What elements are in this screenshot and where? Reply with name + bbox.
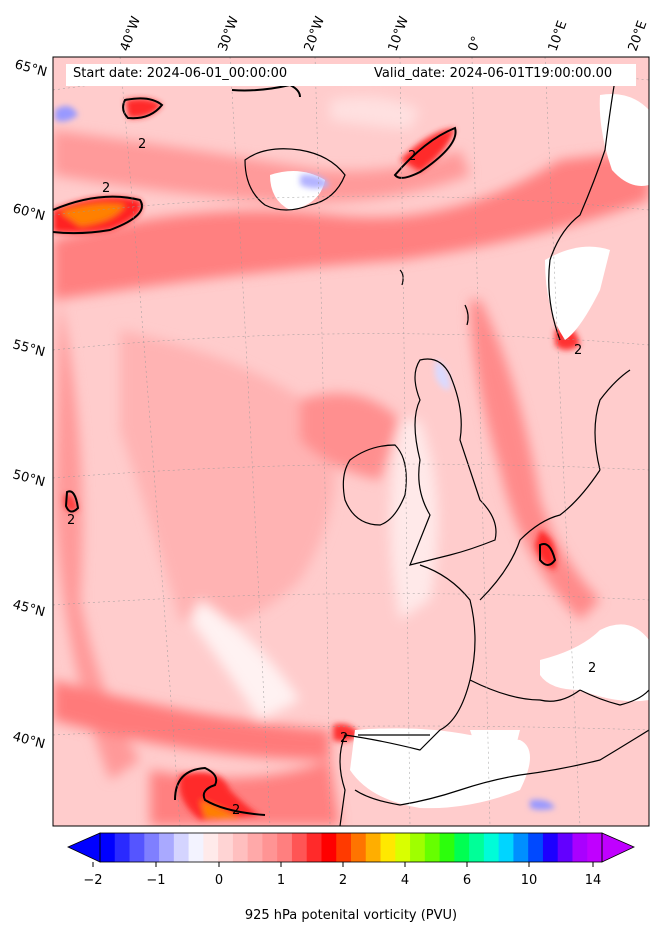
colorbar-cell: [454, 833, 470, 862]
colorbar-cell: [114, 833, 131, 862]
colorbar-tick-label: 4: [401, 873, 409, 888]
negative-pv-patches: [55, 106, 555, 810]
contour-label: 2: [574, 343, 582, 358]
contour-label: 2: [67, 513, 75, 528]
colorbar-tick-label: 14: [585, 873, 602, 888]
contour-labels: 2 2 2 2 2 2 2 2: [67, 137, 596, 818]
colorbar-cell: [395, 833, 411, 862]
colorbar-cell: [557, 833, 573, 862]
colorbar-cell: [321, 833, 337, 862]
start-date-text: Start date: 2024-06-01_00:00:00: [73, 66, 288, 81]
colorbar-cells: [100, 833, 603, 862]
lon-label: 10°E: [546, 19, 571, 54]
colorbar-cell: [247, 833, 263, 862]
lon-label: 0°: [466, 34, 485, 53]
colorbar-cell: [306, 833, 322, 862]
colorbar-cell: [100, 833, 116, 862]
contour-label: 2: [232, 803, 240, 818]
lon-label: 20°W: [302, 14, 328, 53]
lat-label: 60°N: [11, 201, 47, 224]
colorbar-min-extend: [67, 832, 101, 863]
colorbar-cell: [528, 833, 544, 862]
contour-label: 2: [340, 731, 348, 746]
colorbar-tick-label: 2: [339, 873, 347, 888]
colorbar-tick-label: −1: [146, 873, 165, 888]
colorbar-cell: [498, 833, 514, 862]
lon-label: 40°W: [118, 14, 144, 53]
missing-data-areas: [270, 94, 649, 809]
header-box: [66, 64, 636, 86]
colorbar-tick-label: 10: [521, 873, 538, 888]
colorbar-cell: [218, 833, 234, 862]
pv-maxima: [53, 98, 580, 820]
colorbar-cell: [542, 833, 559, 862]
contour-label: 2: [102, 181, 110, 196]
colorbar-cell: [188, 833, 204, 862]
lon-label: 10°W: [386, 14, 412, 53]
lon-label: 30°W: [216, 14, 242, 53]
colorbar-cell: [469, 833, 485, 862]
map-frame: [52, 56, 650, 827]
contour-label: 2: [588, 661, 596, 676]
colorbar-cell: [439, 833, 455, 862]
lat-label: 50°N: [11, 467, 47, 490]
map-panel: 2 2 2 2 2 2 2 2: [53, 57, 649, 826]
colorbar-cell: [129, 833, 145, 862]
colorbar-cell: [232, 833, 249, 862]
longitude-labels: 40°W 30°W 20°W 10°W 0° 10°E 20°E: [118, 14, 651, 53]
colorbar-cell: [380, 833, 396, 862]
colorbar-cell: [424, 833, 441, 862]
colorbar-tick-label: 0: [215, 873, 223, 888]
lon-label: 20°E: [626, 19, 651, 54]
colorbar-cell: [483, 833, 500, 862]
colorbar-tick-label: −2: [83, 873, 102, 888]
colorbar-cell: [513, 833, 529, 862]
colorbar-cell: [277, 833, 293, 862]
graticule: [53, 57, 649, 826]
colorbar-cell: [203, 833, 219, 862]
colorbar-cell: [159, 833, 175, 862]
colorbar-cell: [365, 833, 382, 862]
colorbar-max-extend: [601, 832, 635, 863]
coastlines: [244, 79, 649, 826]
valid-date-text: Valid_date: 2024-06-01T19:00:00.00: [374, 66, 613, 81]
contour-label: 2: [138, 137, 146, 152]
colorbar-label: 925 hPa potenital vorticity (PVU): [245, 908, 457, 923]
contour-label: 2: [408, 149, 416, 164]
lat-label: 45°N: [11, 597, 47, 620]
colorbar-cell: [336, 833, 352, 862]
colorbar-cell: [351, 833, 367, 862]
colorbar-frame: [99, 832, 603, 863]
colorbar-cell: [144, 833, 160, 862]
colorbar: −2 −1 0 1 2 4 6 10 14 925 hPa potenital vorticit…: [67, 832, 635, 923]
colorbar-ticks: −2 −1 0 1 2 4 6 10 14: [83, 862, 601, 888]
colorbar-cell: [572, 833, 588, 862]
lat-label: 40°N: [11, 729, 47, 752]
colorbar-cell: [410, 833, 426, 862]
colorbar-cell: [587, 833, 603, 862]
colorbar-cell: [173, 833, 190, 862]
lat-label: 55°N: [11, 337, 47, 360]
colorbar-tick-label: 1: [277, 873, 285, 888]
colorbar-cell: [291, 833, 308, 862]
latitude-labels: 65°N 60°N 55°N 50°N 45°N 40°N: [11, 57, 49, 752]
colorbar-tick-label: 6: [463, 873, 471, 888]
colorbar-cell: [262, 833, 278, 862]
lat-label: 65°N: [13, 57, 49, 80]
